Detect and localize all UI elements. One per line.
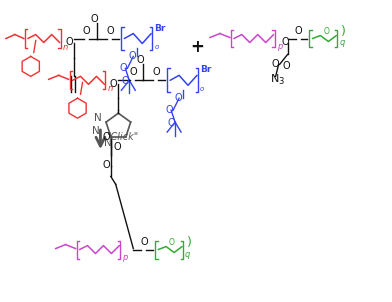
Text: O: O <box>140 236 148 246</box>
Text: q: q <box>185 249 191 259</box>
Text: O: O <box>294 26 302 36</box>
Text: +: + <box>190 38 204 56</box>
Text: Br: Br <box>200 65 211 74</box>
Text: O: O <box>106 26 114 36</box>
Text: O: O <box>169 238 175 246</box>
Text: O: O <box>122 76 129 86</box>
Text: O: O <box>281 37 289 47</box>
Text: O: O <box>91 14 98 24</box>
Text: O: O <box>174 93 182 103</box>
Text: O: O <box>114 142 122 152</box>
Text: O: O <box>119 63 127 73</box>
Text: o: o <box>154 44 158 50</box>
Text: o: o <box>200 86 204 92</box>
Text: O: O <box>103 160 111 170</box>
Text: n: n <box>107 84 113 93</box>
Text: N: N <box>104 138 112 148</box>
Text: N: N <box>94 113 102 123</box>
Text: Br: Br <box>154 24 165 33</box>
Text: O: O <box>65 37 73 47</box>
Text: O: O <box>128 51 136 61</box>
Text: "Click": "Click" <box>106 132 139 142</box>
Text: O: O <box>103 132 111 142</box>
Text: O: O <box>129 67 137 77</box>
Text: 3: 3 <box>279 77 284 86</box>
Text: O: O <box>165 105 173 115</box>
Text: O: O <box>323 27 329 36</box>
Text: n: n <box>63 43 68 53</box>
Text: N: N <box>270 74 279 84</box>
Text: O: O <box>152 67 160 77</box>
Text: q: q <box>339 38 345 47</box>
Text: p: p <box>277 43 282 51</box>
Text: p: p <box>122 253 128 262</box>
Text: N: N <box>93 126 100 136</box>
Text: ): ) <box>187 236 192 249</box>
Text: O: O <box>283 61 290 71</box>
Text: O: O <box>109 79 117 89</box>
Text: O: O <box>272 59 279 69</box>
Text: O: O <box>83 26 90 36</box>
Text: O: O <box>136 55 144 66</box>
Text: O: O <box>167 118 175 128</box>
Text: ): ) <box>341 24 346 37</box>
